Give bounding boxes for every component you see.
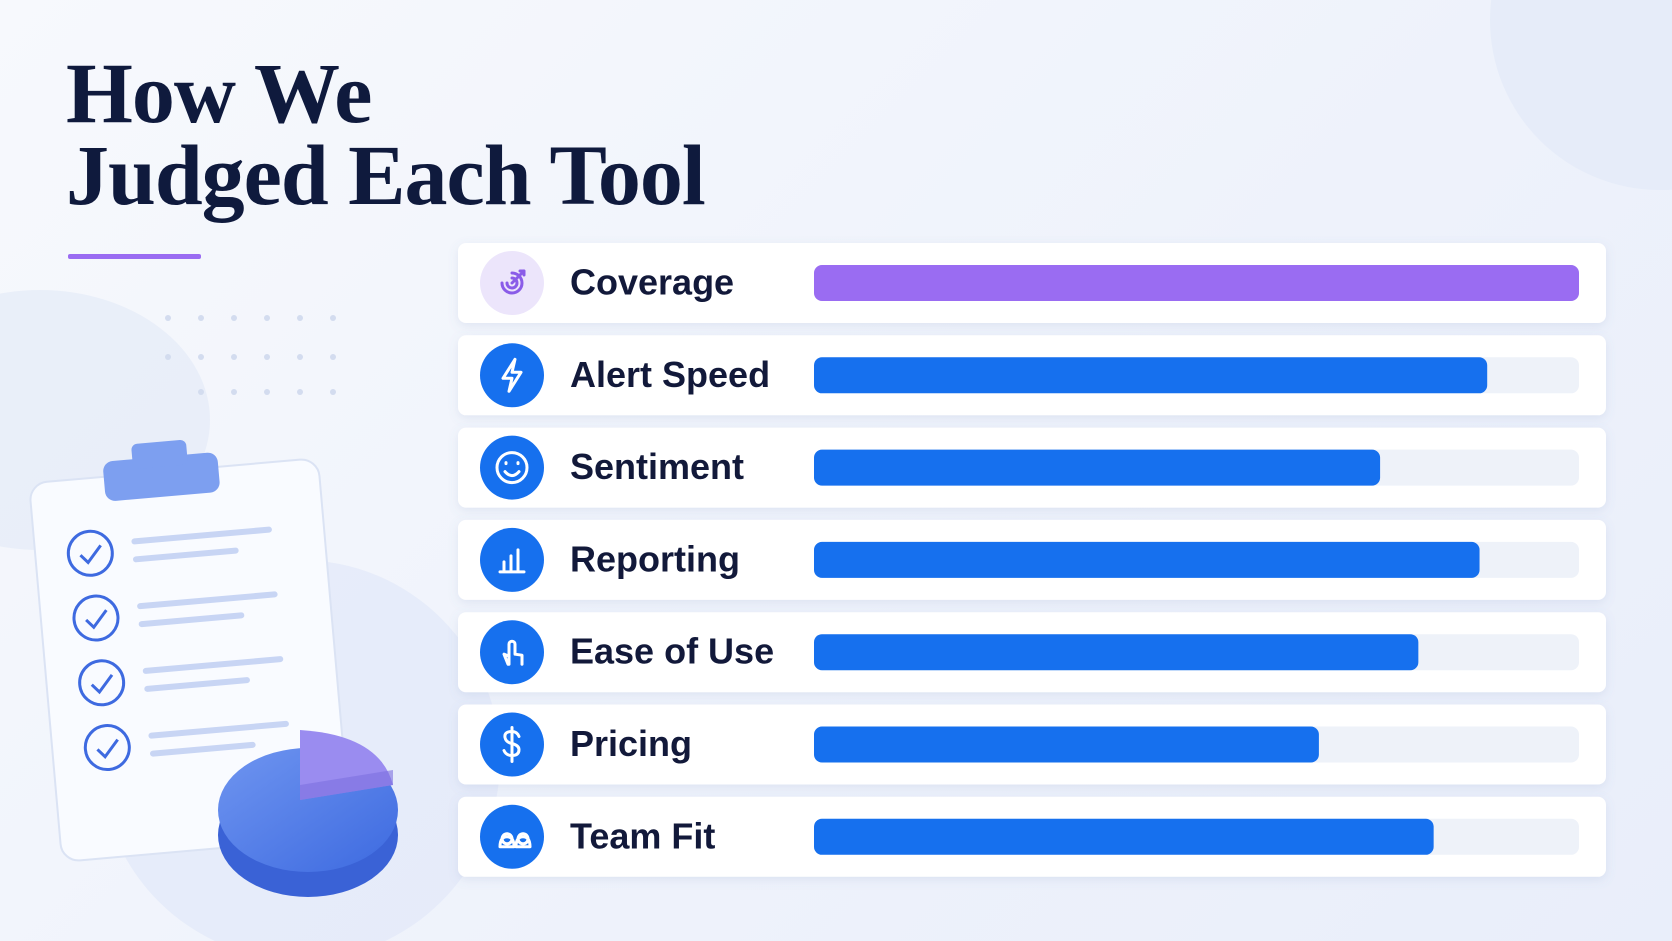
bar-row: Ease of Use <box>458 612 1606 693</box>
row-icon <box>500 269 526 295</box>
category-label: Team Fit <box>570 815 715 856</box>
row-icon <box>501 357 523 393</box>
row-icon-bg <box>480 620 544 685</box>
bar <box>814 726 1319 763</box>
bar-row: Coverage <box>458 243 1606 323</box>
bar-row: Pricing <box>458 704 1606 785</box>
bar <box>814 449 1381 486</box>
row-icon <box>502 726 521 763</box>
bar-row: Team Fit <box>458 796 1606 877</box>
chart-title: How We Judged Each Tool <box>66 45 706 223</box>
row-icon <box>498 548 526 574</box>
category-label: Pricing <box>570 723 692 764</box>
bar <box>814 265 1579 301</box>
bar <box>814 634 1419 671</box>
category-label: Sentiment <box>570 446 744 487</box>
category-label: Alert Speed <box>570 354 770 395</box>
bar-row: Sentiment <box>458 427 1606 508</box>
row-icon <box>495 451 529 485</box>
bar-row: Alert Speed <box>458 335 1606 416</box>
row-icon <box>498 832 532 849</box>
bar <box>814 818 1434 855</box>
bar-row: Reporting <box>458 519 1606 600</box>
bar <box>814 357 1488 394</box>
category-label: Ease of Use <box>570 631 774 672</box>
bar-rows: Coverage Alert Speed Sentiment Reporting Eas… <box>458 243 1606 877</box>
category-label: Coverage <box>570 262 734 303</box>
row-icon-bg <box>480 435 544 500</box>
row-icon <box>502 639 524 666</box>
row-icon-bg <box>480 343 544 408</box>
category-label: Reporting <box>570 538 740 579</box>
bar <box>814 541 1480 578</box>
